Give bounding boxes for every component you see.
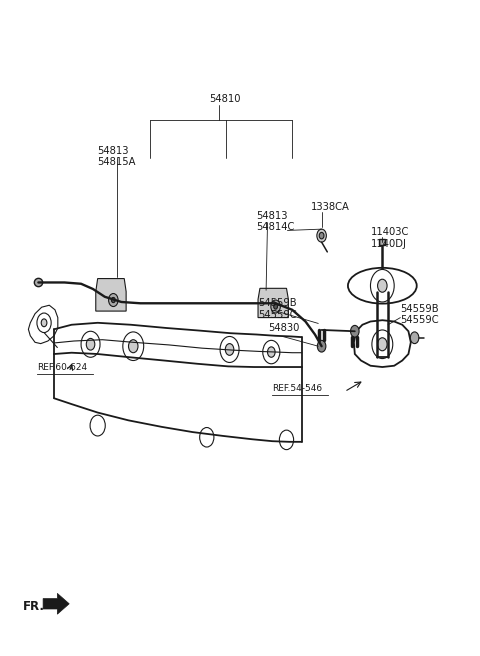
- Text: 54559B: 54559B: [400, 304, 439, 314]
- Circle shape: [271, 300, 280, 313]
- Text: 11403C: 11403C: [371, 227, 409, 237]
- Text: 54813: 54813: [257, 211, 288, 220]
- Circle shape: [225, 344, 234, 356]
- Ellipse shape: [348, 268, 417, 304]
- Circle shape: [274, 304, 277, 309]
- Polygon shape: [28, 305, 58, 344]
- Circle shape: [410, 332, 419, 344]
- Polygon shape: [43, 594, 69, 614]
- Circle shape: [378, 338, 387, 351]
- Circle shape: [319, 232, 324, 239]
- Text: 54810: 54810: [209, 94, 240, 104]
- Circle shape: [129, 340, 138, 353]
- Circle shape: [317, 229, 326, 242]
- Circle shape: [317, 340, 326, 352]
- Circle shape: [41, 319, 47, 327]
- Polygon shape: [258, 289, 288, 318]
- Circle shape: [267, 347, 275, 358]
- Text: 54559C: 54559C: [400, 315, 439, 325]
- Circle shape: [378, 279, 387, 292]
- Text: 54830: 54830: [268, 323, 300, 333]
- Circle shape: [108, 293, 118, 306]
- Text: REF.60-624: REF.60-624: [37, 363, 87, 372]
- Text: FR.: FR.: [23, 600, 45, 613]
- Text: 54815A: 54815A: [96, 157, 135, 167]
- Text: 54559B: 54559B: [258, 298, 297, 308]
- Text: 1338CA: 1338CA: [311, 202, 350, 213]
- Circle shape: [86, 338, 95, 350]
- Polygon shape: [354, 320, 411, 367]
- Circle shape: [111, 297, 115, 302]
- Circle shape: [350, 325, 359, 337]
- Text: 1140DJ: 1140DJ: [371, 239, 407, 249]
- Text: 54813: 54813: [96, 146, 128, 156]
- Text: 54559C: 54559C: [258, 310, 297, 319]
- Text: REF.54-546: REF.54-546: [272, 384, 323, 393]
- Polygon shape: [96, 279, 126, 311]
- Text: 54814C: 54814C: [257, 222, 295, 232]
